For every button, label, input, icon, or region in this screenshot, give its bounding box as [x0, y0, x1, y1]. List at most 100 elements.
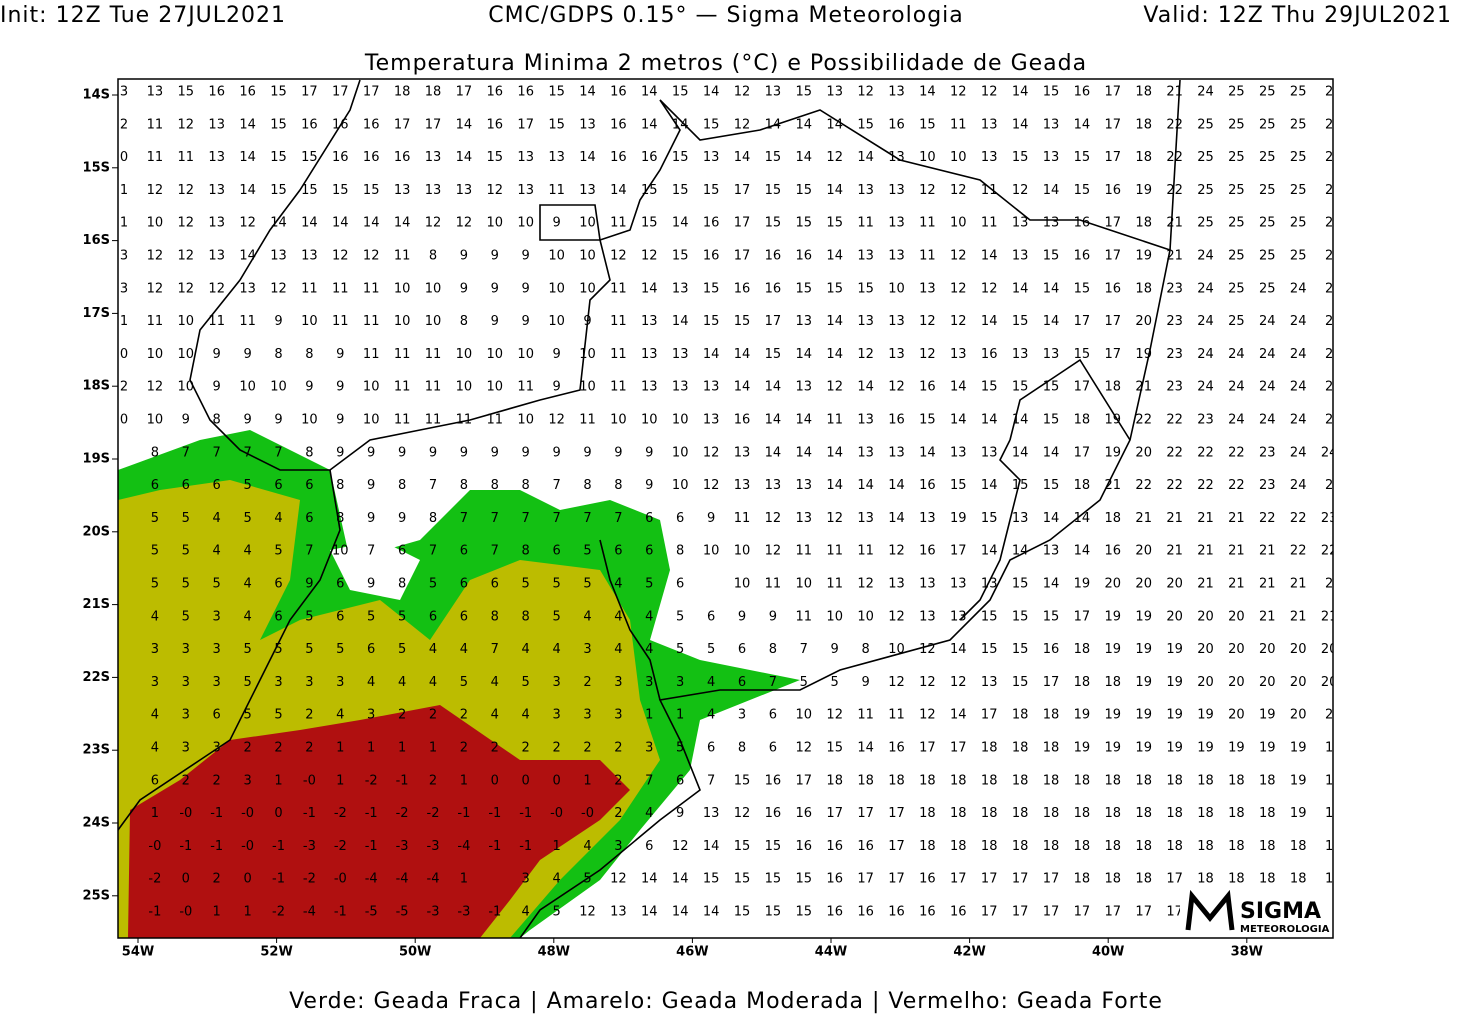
grid-value: 14 — [950, 380, 967, 395]
grid-value: 13 — [950, 347, 967, 362]
grid-value: 6 — [738, 675, 746, 690]
grid-value: -1 — [210, 806, 223, 821]
grid-value: 9 — [552, 380, 560, 395]
grid-value: 16 — [332, 117, 349, 132]
grid-value: 18 — [950, 773, 967, 788]
grid-value: 17 — [456, 85, 473, 100]
grid-value: 3 — [522, 872, 530, 887]
grid-value: 7 — [305, 544, 313, 559]
grid-value: 15 — [672, 150, 689, 165]
grid-value: 12 — [734, 85, 751, 100]
grid-value: 18 — [1290, 839, 1307, 854]
grid-value: 5 — [552, 577, 560, 592]
grid-value: 5 — [305, 609, 313, 624]
grid-value: 13 — [1012, 249, 1029, 264]
grid-value: 15 — [301, 183, 318, 198]
grid-value: 25 — [1228, 150, 1245, 165]
grid-value: 14 — [641, 905, 658, 920]
grid-value: -0 — [334, 872, 347, 887]
grid-value: 9 — [367, 478, 375, 493]
grid-value: 11 — [826, 577, 843, 592]
grid-value: 10 — [239, 380, 256, 395]
grid-value: 16 — [394, 150, 411, 165]
lat-label: 15S — [83, 160, 110, 175]
grid-value: 14 — [888, 478, 905, 493]
grid-value: 4 — [460, 642, 468, 657]
grid-value: 25 — [1290, 150, 1307, 165]
grid-value: 9 — [522, 249, 530, 264]
grid-value: 18 — [1259, 806, 1276, 821]
grid-value: 12 — [950, 314, 967, 329]
grid-value: 10 — [672, 413, 689, 428]
grid-value: 5 — [182, 544, 190, 559]
grid-value: 13 — [888, 249, 905, 264]
grid-value: 8 — [398, 577, 406, 592]
grid-value: -1 — [365, 839, 378, 854]
grid-value: 4 — [429, 642, 437, 657]
grid-value: 18 — [1012, 806, 1029, 821]
grid-value: 5 — [243, 642, 251, 657]
grid-value: 4 — [243, 544, 251, 559]
grid-value: 18 — [981, 806, 998, 821]
grid-value: 13 — [703, 380, 720, 395]
grid-value: 9 — [491, 281, 499, 296]
grid-value: 17 — [1074, 445, 1091, 460]
logo-mark — [1185, 889, 1235, 931]
grid-value: 12 — [950, 249, 967, 264]
grid-value: 18 — [1012, 773, 1029, 788]
grid-value: 18 — [1074, 642, 1091, 657]
grid-value: 8 — [460, 478, 468, 493]
grid-value: 10 — [332, 544, 349, 559]
grid-value: 24 — [1259, 413, 1276, 428]
grid-value: 15 — [765, 347, 782, 362]
grid-value: 13 — [1012, 511, 1029, 526]
grid-value: 14 — [981, 314, 998, 329]
grid-value: -1 — [272, 839, 285, 854]
grid-value: 15 — [796, 85, 813, 100]
grid-value: 12 — [178, 117, 195, 132]
grid-value: 12 — [178, 249, 195, 264]
grid-value: 5 — [552, 905, 560, 920]
grid-value: 24 — [1290, 413, 1307, 428]
grid-value: 13 — [517, 150, 534, 165]
grid-value: 2 — [1325, 478, 1333, 493]
grid-value: 9 — [583, 445, 591, 460]
grid-value: 18 — [1228, 872, 1245, 887]
grid-value: 24 — [1290, 445, 1307, 460]
lon-label: 48W — [538, 945, 570, 960]
grid-value: 14 — [826, 347, 843, 362]
grid-value: 15 — [1043, 478, 1060, 493]
grid-value: 12 — [857, 577, 874, 592]
grid-value: 13 — [950, 445, 967, 460]
grid-value: 14 — [1012, 117, 1029, 132]
grid-value: 22 — [1166, 413, 1183, 428]
grid-value: 16 — [826, 872, 843, 887]
grid-value: -1 — [210, 839, 223, 854]
state-border — [1009, 358, 1131, 441]
grid-value: 20 — [1321, 675, 1338, 690]
grid-value: 4 — [522, 642, 530, 657]
grid-value: 17 — [1105, 905, 1122, 920]
grid-value: 13 — [579, 117, 596, 132]
grid-value: 4 — [614, 609, 622, 624]
grid-value: 21 — [1135, 380, 1152, 395]
grid-value: 9 — [707, 511, 715, 526]
grid-value: 15 — [981, 609, 998, 624]
grid-value: 6 — [336, 577, 344, 592]
grid-value: 10 — [178, 380, 195, 395]
grid-value: 13 — [1043, 216, 1060, 231]
grid-value: -4 — [427, 872, 440, 887]
grid-value: 14 — [734, 150, 751, 165]
grid-value: 3 — [182, 708, 190, 723]
grid-value: 12 — [703, 445, 720, 460]
grid-value: 17 — [950, 872, 967, 887]
grid-value: 5 — [583, 872, 591, 887]
grid-value: 2 — [1325, 249, 1333, 264]
grid-value: 15 — [703, 314, 720, 329]
grid-value: 8 — [769, 642, 777, 657]
lat-label: 21S — [83, 597, 110, 612]
grid-value: 18 — [1259, 872, 1276, 887]
grid-value: 18 — [1105, 773, 1122, 788]
grid-value: 10 — [579, 380, 596, 395]
grid-value: 2 — [243, 741, 251, 756]
